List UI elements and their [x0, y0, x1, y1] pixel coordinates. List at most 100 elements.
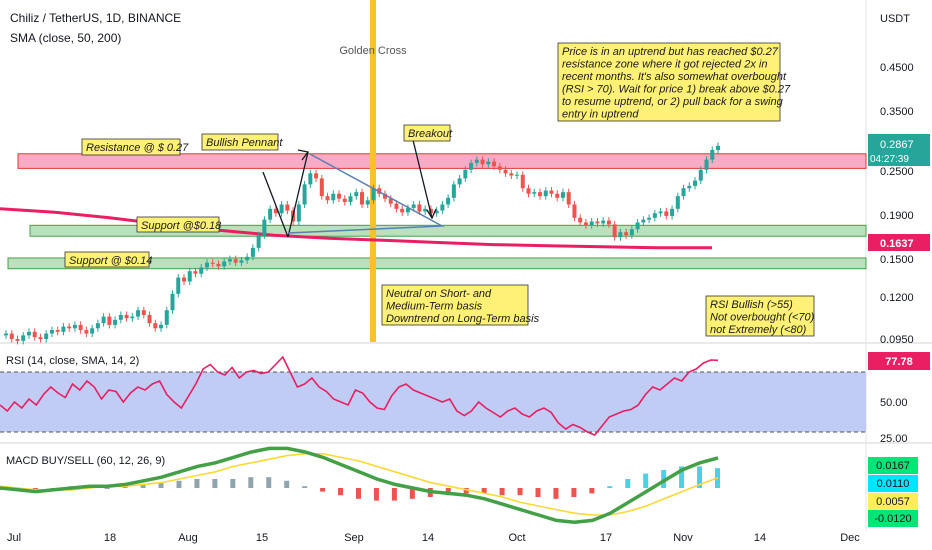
candle[interactable] — [405, 207, 410, 213]
candle[interactable] — [182, 277, 186, 282]
candle[interactable] — [170, 293, 175, 311]
candle[interactable] — [90, 328, 95, 334]
candle[interactable] — [216, 263, 221, 267]
candle[interactable] — [394, 203, 399, 209]
candle[interactable] — [555, 193, 560, 198]
candle[interactable] — [32, 331, 37, 338]
candle[interactable] — [44, 333, 49, 339]
candle[interactable] — [285, 204, 290, 211]
candle[interactable] — [78, 324, 83, 331]
candle[interactable] — [601, 220, 606, 224]
candle[interactable] — [589, 221, 594, 226]
candle[interactable] — [337, 193, 342, 199]
candle[interactable] — [342, 198, 347, 202]
candle[interactable] — [716, 145, 720, 150]
candle[interactable] — [325, 196, 330, 201]
candle[interactable] — [210, 262, 215, 264]
candle[interactable] — [141, 310, 146, 315]
candle[interactable] — [268, 208, 273, 220]
candle[interactable] — [124, 314, 129, 319]
candle[interactable] — [463, 169, 468, 179]
candle[interactable] — [681, 188, 686, 197]
candle[interactable] — [382, 193, 387, 199]
candle[interactable] — [147, 314, 152, 324]
candle[interactable] — [256, 235, 261, 248]
candle[interactable] — [49, 330, 54, 334]
candle[interactable] — [204, 262, 209, 268]
candle[interactable] — [566, 192, 571, 205]
candle[interactable] — [227, 259, 232, 262]
candle[interactable] — [572, 204, 577, 218]
candle[interactable] — [543, 190, 548, 197]
candle[interactable] — [658, 211, 663, 214]
candle[interactable] — [38, 337, 43, 339]
candle[interactable] — [538, 192, 542, 197]
candle[interactable] — [417, 204, 422, 212]
candle[interactable] — [15, 339, 20, 341]
candle[interactable] — [624, 232, 629, 236]
candle[interactable] — [693, 180, 698, 186]
candle[interactable] — [371, 188, 376, 201]
candle[interactable] — [4, 333, 8, 336]
candle[interactable] — [348, 196, 353, 202]
candle[interactable] — [549, 190, 554, 194]
candle[interactable] — [451, 184, 456, 198]
candle[interactable] — [446, 197, 451, 205]
candle[interactable] — [67, 326, 72, 329]
candle[interactable] — [497, 166, 502, 170]
candle[interactable] — [239, 260, 244, 263]
candle[interactable] — [273, 208, 278, 214]
candle[interactable] — [652, 213, 657, 218]
candle[interactable] — [583, 222, 588, 226]
candle[interactable] — [176, 277, 181, 294]
candle[interactable] — [457, 178, 462, 185]
candle[interactable] — [101, 316, 106, 324]
candle[interactable] — [130, 316, 135, 319]
candle[interactable] — [21, 335, 26, 341]
candle[interactable] — [670, 208, 675, 216]
candle[interactable] — [434, 210, 439, 214]
candle[interactable] — [520, 174, 525, 189]
candle[interactable] — [469, 162, 474, 170]
candle[interactable] — [486, 161, 491, 165]
candle[interactable] — [296, 204, 301, 222]
candle[interactable] — [578, 217, 583, 223]
candle[interactable] — [95, 323, 100, 329]
candle[interactable] — [595, 221, 600, 224]
candle[interactable] — [618, 232, 623, 238]
candle[interactable] — [664, 211, 669, 216]
candle[interactable] — [503, 169, 508, 174]
candle[interactable] — [474, 159, 479, 163]
candle[interactable] — [319, 178, 324, 197]
candle[interactable] — [687, 185, 692, 189]
candle[interactable] — [136, 310, 141, 317]
candle[interactable] — [560, 192, 565, 198]
candle[interactable] — [302, 184, 307, 205]
candle[interactable] — [423, 208, 428, 212]
candle[interactable] — [262, 219, 267, 236]
candle[interactable] — [55, 330, 60, 332]
candle[interactable] — [629, 229, 634, 236]
candle[interactable] — [153, 323, 158, 329]
candle[interactable] — [480, 159, 485, 165]
candle[interactable] — [84, 330, 89, 334]
candle[interactable] — [411, 204, 416, 208]
candle[interactable] — [199, 267, 204, 274]
candle[interactable] — [440, 204, 445, 211]
candle[interactable] — [164, 310, 169, 325]
candle[interactable] — [233, 259, 238, 263]
candle[interactable] — [710, 149, 715, 160]
candle[interactable] — [509, 173, 514, 176]
candle[interactable] — [360, 192, 364, 205]
candle[interactable] — [9, 333, 14, 339]
candle[interactable] — [193, 271, 198, 274]
candle[interactable] — [245, 256, 250, 261]
candle[interactable] — [314, 173, 319, 179]
candle[interactable] — [635, 222, 640, 230]
candle[interactable] — [222, 261, 227, 267]
candle[interactable] — [72, 324, 77, 329]
candle[interactable] — [308, 173, 313, 185]
candle[interactable] — [113, 319, 118, 325]
candle[interactable] — [331, 193, 336, 201]
